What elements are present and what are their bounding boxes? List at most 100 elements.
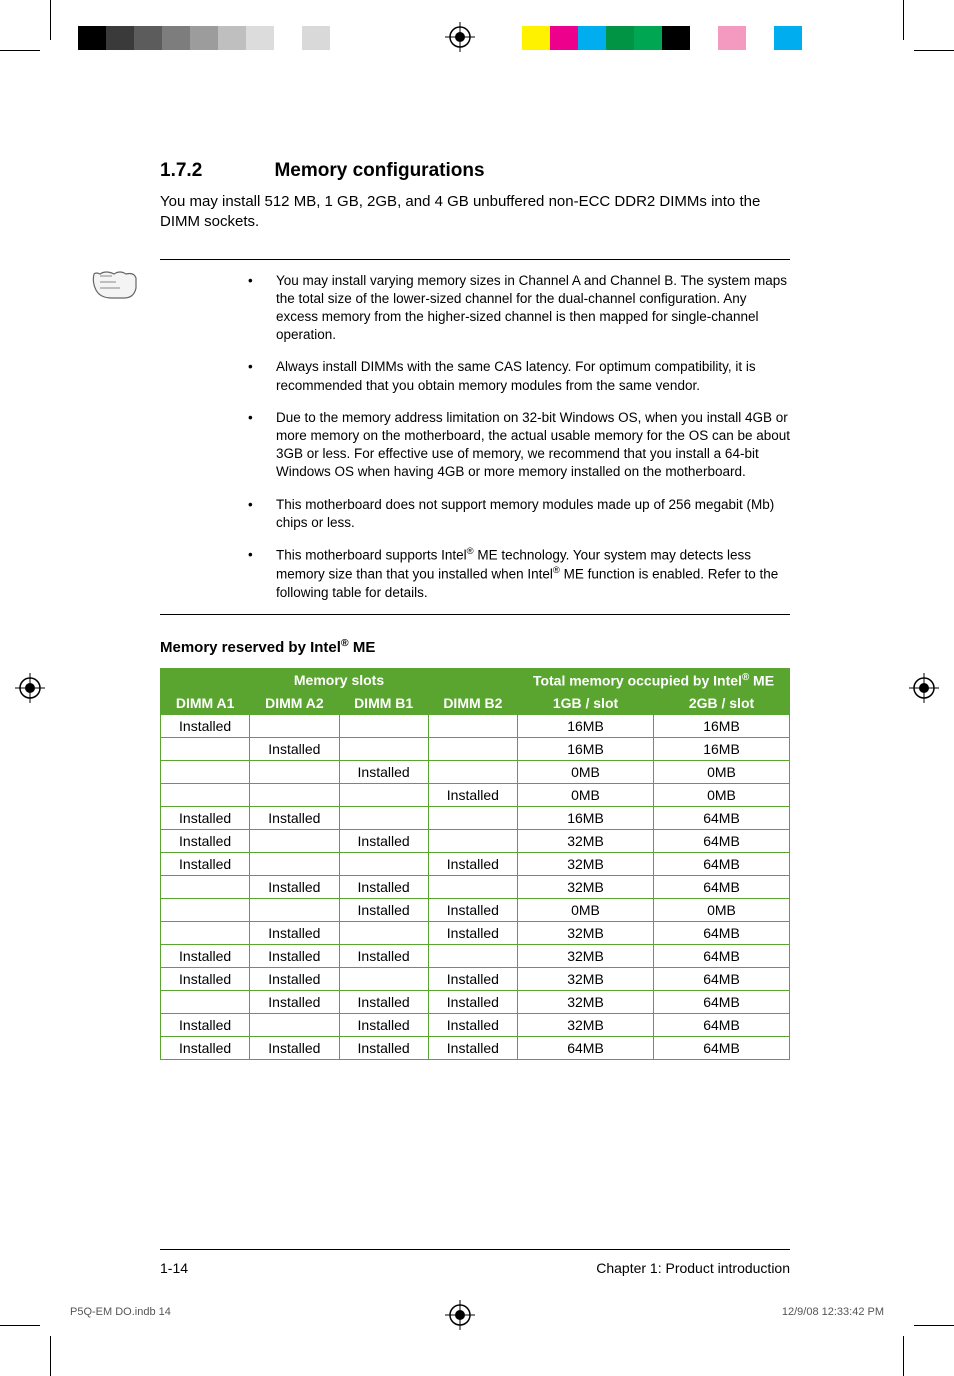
table-row: Installed16MB16MB <box>161 715 790 738</box>
table-cell <box>428 738 517 761</box>
intro-text: You may install 512 MB, 1 GB, 2GB, and 4… <box>160 192 790 233</box>
color-swatch <box>106 26 134 50</box>
table-cell <box>161 991 250 1014</box>
table-cell <box>339 922 428 945</box>
table-cell <box>339 807 428 830</box>
table-caption: Memory reserved by Intel® ME <box>160 637 790 656</box>
table-cell <box>428 830 517 853</box>
color-swatch <box>662 26 690 50</box>
table-cell: Installed <box>161 830 250 853</box>
table-row: InstalledInstalledInstalled32MB64MB <box>161 945 790 968</box>
table-cell <box>428 945 517 968</box>
table-cell: 0MB <box>518 784 654 807</box>
table-cell <box>339 715 428 738</box>
footer-rule <box>160 1249 790 1250</box>
table-col-header: DIMM A1 <box>161 692 250 715</box>
table-cell: 64MB <box>654 853 790 876</box>
table-cell: 0MB <box>518 899 654 922</box>
table-cell <box>250 830 339 853</box>
table-cell: Installed <box>250 738 339 761</box>
table-cell: 64MB <box>654 968 790 991</box>
table-cell: Installed <box>250 922 339 945</box>
color-swatch <box>746 26 774 50</box>
color-swatch <box>78 26 106 50</box>
table-cell: 16MB <box>654 715 790 738</box>
table-header-group-left: Memory slots <box>161 668 518 692</box>
table-cell: Installed <box>161 945 250 968</box>
table-cell: Installed <box>161 968 250 991</box>
table-cell <box>250 715 339 738</box>
table-cell: Installed <box>428 784 517 807</box>
table-cell: Installed <box>250 968 339 991</box>
table-cell: 64MB <box>654 945 790 968</box>
note-item: This motherboard supports Intel® ME tech… <box>248 546 790 602</box>
table-row: InstalledInstalled16MB64MB <box>161 807 790 830</box>
color-swatch <box>774 26 802 50</box>
table-cell: Installed <box>339 761 428 784</box>
table-cell: 32MB <box>518 876 654 899</box>
color-swatch <box>134 26 162 50</box>
slug-timestamp: 12/9/08 12:33:42 PM <box>782 1306 884 1318</box>
table-cell: 64MB <box>654 1014 790 1037</box>
color-swatch <box>550 26 578 50</box>
table-cell <box>161 922 250 945</box>
page-content: 1.7.2 Memory configurations You may inst… <box>160 160 790 1060</box>
crop-mark <box>50 0 51 40</box>
registration-mark-icon <box>15 673 45 703</box>
print-slug: P5Q-EM DO.indb 14 12/9/08 12:33:42 PM <box>70 1306 884 1318</box>
note-item: Always install DIMMs with the same CAS l… <box>248 358 790 394</box>
registration-mark-icon <box>445 22 475 52</box>
crop-mark <box>903 1336 904 1376</box>
table-cell <box>161 784 250 807</box>
table-cell <box>250 899 339 922</box>
table-cell: 64MB <box>518 1037 654 1060</box>
color-swatch <box>606 26 634 50</box>
table-cell <box>250 761 339 784</box>
color-swatch <box>330 26 358 50</box>
color-swatch <box>190 26 218 50</box>
table-cell: Installed <box>428 853 517 876</box>
table-cell: Installed <box>428 968 517 991</box>
table-cell: Installed <box>428 922 517 945</box>
table-cell: 64MB <box>654 807 790 830</box>
table-cell: Installed <box>250 807 339 830</box>
table-cell: Installed <box>339 991 428 1014</box>
table-cell <box>428 807 517 830</box>
table-cell: Installed <box>339 876 428 899</box>
table-cell: Installed <box>161 853 250 876</box>
table-row: InstalledInstalledInstalled32MB64MB <box>161 968 790 991</box>
table-row: InstalledInstalled32MB64MB <box>161 853 790 876</box>
table-cell: 32MB <box>518 830 654 853</box>
section-heading: 1.7.2 Memory configurations <box>160 160 790 182</box>
table-cell <box>428 761 517 784</box>
table-cell: 64MB <box>654 922 790 945</box>
table-cell: 64MB <box>654 830 790 853</box>
table-cell <box>161 876 250 899</box>
table-cell: Installed <box>161 807 250 830</box>
color-swatch <box>578 26 606 50</box>
table-cell <box>250 1014 339 1037</box>
color-swatch <box>302 26 330 50</box>
table-cell: 32MB <box>518 991 654 1014</box>
color-swatch <box>218 26 246 50</box>
crop-mark <box>914 50 954 51</box>
table-cell: Installed <box>339 1014 428 1037</box>
table-cell: 32MB <box>518 922 654 945</box>
table-cell: 64MB <box>654 991 790 1014</box>
table-cell: Installed <box>250 991 339 1014</box>
table-cell: Installed <box>339 1037 428 1060</box>
chapter-label: Chapter 1: Product introduction <box>596 1260 790 1276</box>
color-swatch <box>274 26 302 50</box>
table-cell: Installed <box>428 1037 517 1060</box>
slug-file: P5Q-EM DO.indb 14 <box>70 1306 171 1318</box>
crop-mark <box>0 50 40 51</box>
table-cell: 64MB <box>654 876 790 899</box>
table-cell <box>161 761 250 784</box>
note-box: You may install varying memory sizes in … <box>160 259 790 615</box>
note-item: You may install varying memory sizes in … <box>248 272 790 345</box>
color-swatch <box>634 26 662 50</box>
table-cell: Installed <box>339 899 428 922</box>
table-cell: 32MB <box>518 945 654 968</box>
table-cell: 16MB <box>518 715 654 738</box>
table-cell: Installed <box>339 830 428 853</box>
